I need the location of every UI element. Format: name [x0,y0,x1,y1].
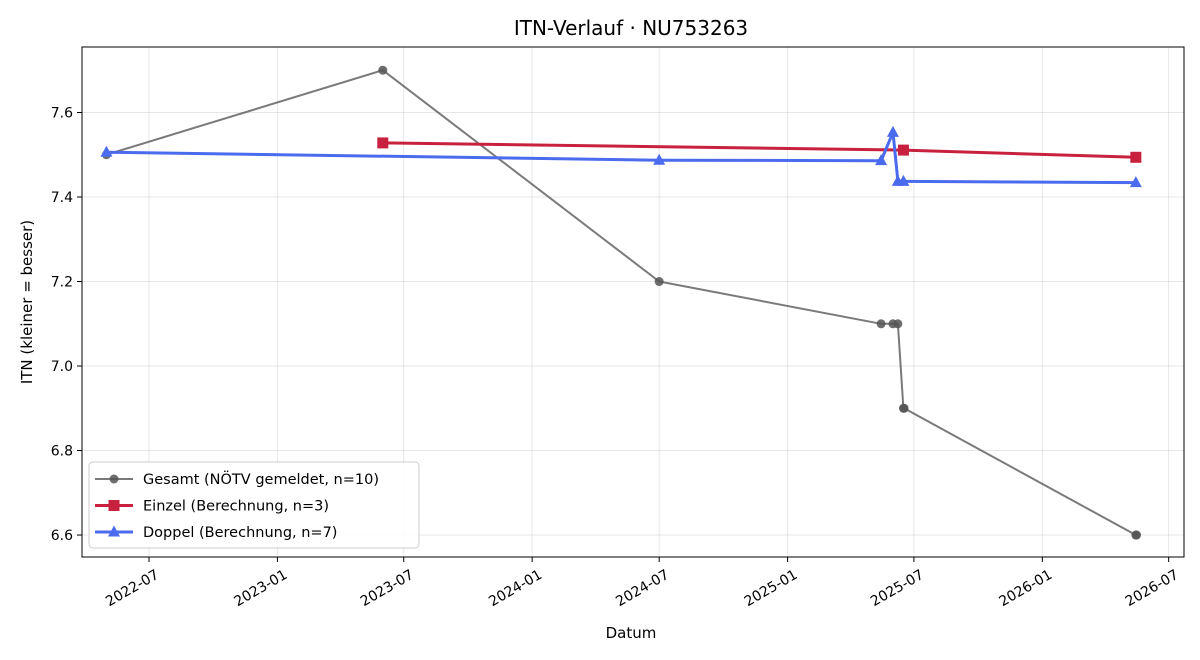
x-tick-label: 2023-01 [232,567,291,610]
x-tick-label: 2024-07 [613,567,672,610]
y-tick-label: 6.8 [51,444,73,460]
grid [82,47,1184,557]
x-tick-label: 2025-07 [868,567,927,610]
y-tick-label: 7.6 [51,105,73,121]
legend-marker [108,500,120,511]
data-point [653,153,666,165]
chart-title: ITN-Verlauf · NU753263 [514,16,748,40]
legend-label: Gesamt (NÖTV gemeldet, n=10) [143,470,379,488]
y-tick-label: 7.4 [51,190,73,206]
x-tick-label: 2025-01 [742,567,801,610]
legend-label: Einzel (Berechnung, n=3) [143,499,329,515]
y-tick-label: 6.6 [51,528,73,544]
series-layer [100,65,1142,540]
x-tick-label: 2026-07 [1123,567,1182,610]
legend-marker [108,525,120,537]
data-point [886,125,899,137]
x-tick-label: 2024-01 [486,567,545,610]
legend: Gesamt (NÖTV gemeldet, n=10) Einzel (Bere… [88,461,420,549]
data-point [897,174,910,186]
legend-label: Doppel (Berechnung, n=7) [143,525,337,541]
x-tick-label: 2022-07 [103,567,162,610]
data-point [876,319,886,329]
data-point [377,137,389,149]
data-point [875,154,888,166]
legend-marker [109,474,119,484]
plot-frame [81,46,1185,558]
data-point [897,144,909,156]
data-point [378,65,388,75]
x-tick-label: 2023-07 [358,567,417,610]
x-axis-label: Datum [606,624,657,642]
series-triangle [100,125,1142,188]
data-point [1132,530,1142,540]
data-point [899,403,909,413]
data-point [1130,151,1142,163]
series-line [382,141,1136,159]
data-point [1129,176,1142,188]
legend-box [88,461,420,549]
data-point [100,145,113,157]
series-square [377,137,1142,163]
y-tick-label: 7.0 [51,359,73,375]
data-point [893,319,903,329]
x-tick-label: 2026-01 [996,567,1055,610]
y-axis-label: ITN (kleiner = besser) [18,220,36,384]
y-tick-label: 7.2 [51,275,73,291]
data-point [654,277,664,287]
series-line [106,130,1136,185]
series-circle [101,65,1142,540]
